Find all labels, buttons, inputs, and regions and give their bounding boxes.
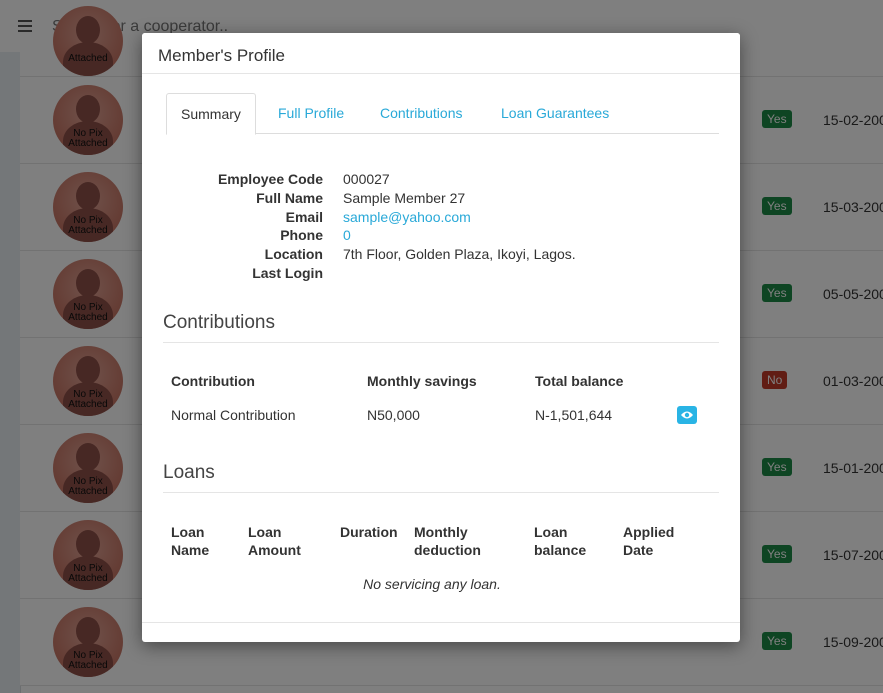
column-header: Contribution xyxy=(171,373,255,389)
contribution-name: Normal Contribution xyxy=(171,407,296,423)
modal-title: Member's Profile xyxy=(158,46,286,65)
contribution-monthly: N50,000 xyxy=(367,407,420,423)
contribution-balance: N-1,501,644 xyxy=(535,407,613,423)
full-name-label: Full Name xyxy=(256,190,323,206)
divider xyxy=(163,342,719,343)
location-label: Location xyxy=(264,246,323,262)
tab-summary[interactable]: Summary xyxy=(166,93,256,135)
loans-heading: Loans xyxy=(163,462,215,483)
full-name-value: Sample Member 27 xyxy=(343,190,466,206)
location-value: 7th Floor, Golden Plaza, Ikoyi, Lagos. xyxy=(343,246,576,262)
column-header: Loan Amount xyxy=(248,524,301,558)
tab-full-profile[interactable]: Full Profile xyxy=(278,105,345,121)
column-header: Monthly savings xyxy=(367,373,477,389)
column-header: Monthly deduction xyxy=(414,524,481,558)
phone-label: Phone xyxy=(280,227,323,243)
member-profile-modal: Member's Profile Summary Full Profile Co… xyxy=(142,33,740,642)
last-login-label: Last Login xyxy=(252,265,323,281)
column-header: Total balance xyxy=(535,373,624,389)
employee-code-label: Employee Code xyxy=(217,171,323,187)
column-header: Duration xyxy=(340,524,398,540)
column-header: Loan Name xyxy=(171,524,210,558)
email-link[interactable]: sample@yahoo.com xyxy=(343,209,471,225)
tab-loan-guarantees[interactable]: Loan Guarantees xyxy=(501,105,610,121)
employee-code-value: 000027 xyxy=(343,171,390,187)
column-header: Applied Date xyxy=(623,524,675,558)
tab-contributions[interactable]: Contributions xyxy=(380,105,463,121)
phone-link[interactable]: 0 xyxy=(343,227,351,243)
divider xyxy=(163,492,719,493)
email-label: Email xyxy=(285,209,323,225)
column-header: Loan balance xyxy=(534,524,587,558)
view-contribution-button[interactable] xyxy=(677,406,697,424)
contributions-heading: Contributions xyxy=(163,312,275,333)
modal-footer xyxy=(142,622,740,623)
modal-header: Member's Profile xyxy=(142,33,740,74)
eye-icon xyxy=(681,411,693,419)
empty-loans-message: No servicing any loan. xyxy=(363,576,501,592)
profile-tabs: Summary Full Profile Contributions Loan … xyxy=(166,93,719,135)
